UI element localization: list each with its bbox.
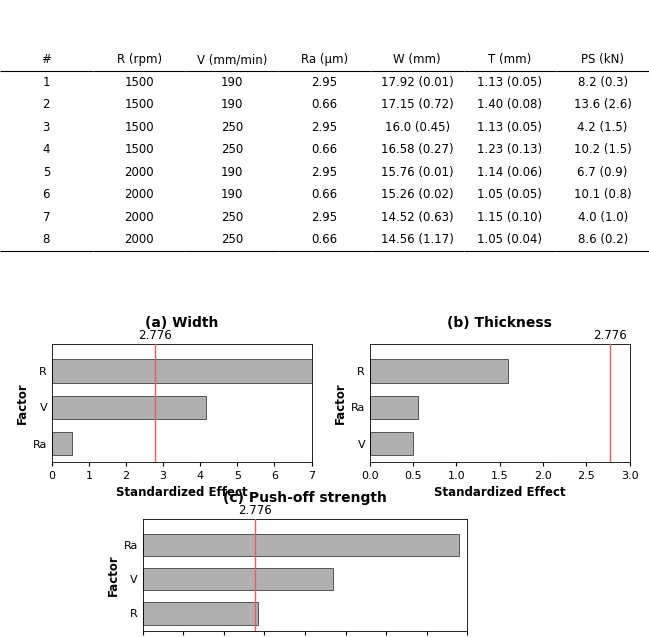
Bar [143,534,459,556]
Bar [143,603,258,625]
X-axis label: Standardized Effect: Standardized Effect [116,487,247,499]
Title: (a) Width: (a) Width [145,317,219,331]
Bar [370,432,413,455]
Bar [52,432,72,455]
Title: (c) Push-off strength: (c) Push-off strength [223,492,387,506]
Bar [143,568,334,590]
Bar [370,359,508,383]
Y-axis label: Factor: Factor [16,382,29,424]
X-axis label: Standardized Effect: Standardized Effect [434,487,565,499]
Bar [52,396,206,419]
Title: (b) Thickness: (b) Thickness [447,317,552,331]
Text: 2.776: 2.776 [593,329,627,341]
Text: 2.776: 2.776 [238,504,273,517]
Bar [52,359,315,383]
Y-axis label: Factor: Factor [106,554,119,596]
Bar [370,396,417,419]
Text: 2.776: 2.776 [138,329,172,341]
Y-axis label: Factor: Factor [334,382,347,424]
